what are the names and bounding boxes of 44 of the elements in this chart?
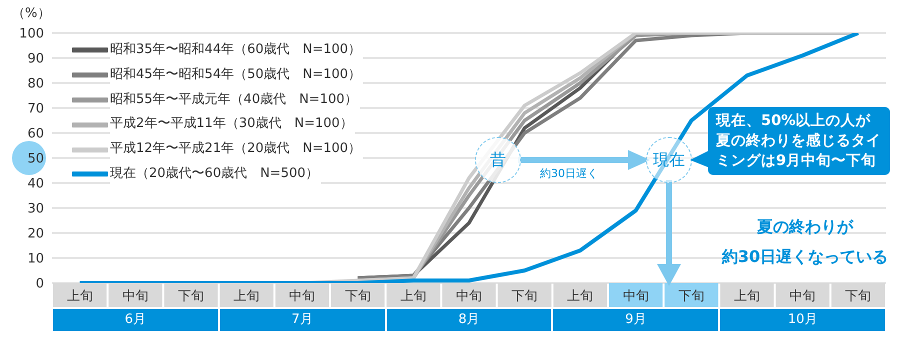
text: 10月 (720, 309, 885, 331)
text: 9月 (553, 309, 718, 331)
y-tick-label: 100 (19, 26, 44, 42)
legend-label: 現在（20歳代〜60歳代 N=500） (110, 162, 321, 187)
x-tick-label: 下旬 (344, 289, 371, 304)
y-tick-label: 60 (27, 126, 44, 142)
x-tick-label: 上旬 (567, 289, 594, 304)
legend-label: 昭和55年〜平成元年（40歳代 N=100） (110, 88, 360, 112)
x-tick-label: 上旬 (400, 289, 426, 304)
x-tick-label: 下旬 (512, 289, 538, 304)
annotation: 約30日遅くなっている (720, 246, 890, 268)
x-tick-label: 中旬 (622, 289, 649, 304)
annotation: 現在、50%以上の人が夏の終わりを感じるタイミングは9月中旬〜下旬 (708, 107, 890, 175)
x-tick-label: 中旬 (289, 289, 316, 304)
y-tick-label: 40 (27, 176, 44, 192)
x-tick-label: 上旬 (734, 289, 760, 304)
y-tick-label: 30 (27, 202, 44, 217)
x-tick-label: 中旬 (456, 289, 482, 304)
annotation: 夏の終わりが (756, 216, 854, 238)
x-tick-label: 下旬 (678, 289, 704, 304)
x-tick-label: 中旬 (790, 289, 816, 304)
annotation: 約30日遅く (540, 166, 598, 181)
y-tick-label: 0 (36, 276, 44, 292)
text: 6月 (53, 309, 218, 331)
annotation: 現在 (646, 137, 692, 183)
x-tick-label: 上旬 (66, 289, 93, 304)
text: （%） (12, 5, 50, 22)
y-tick-label: 90 (27, 52, 44, 67)
x-tick-label: 上旬 (234, 289, 260, 304)
y-tick-label: 80 (27, 76, 44, 92)
legend-label: 昭和35年〜昭和44年（60歳代 N=100） (110, 38, 364, 63)
legend-label: 平成2年〜平成11年（30歳代 N=100） (110, 112, 355, 138)
y-tick-label: 10 (27, 252, 44, 267)
text: 8月 (386, 309, 552, 331)
x-tick-label: 下旬 (178, 289, 204, 304)
x-tick-label: 下旬 (845, 289, 872, 304)
y-tick-label: 70 (27, 102, 44, 117)
legend-label: 昭和45年〜昭和54年（50歳代 N=100） (110, 62, 364, 88)
legend-label: 平成12年〜平成21年（20歳代 N=100） (110, 137, 364, 162)
y-tick-label: 20 (27, 226, 44, 242)
x-tick-label: 中旬 (122, 289, 148, 304)
text: 7月 (220, 309, 385, 331)
y-tick-label: 50 (27, 152, 44, 167)
annotation: 昔 (475, 137, 521, 183)
